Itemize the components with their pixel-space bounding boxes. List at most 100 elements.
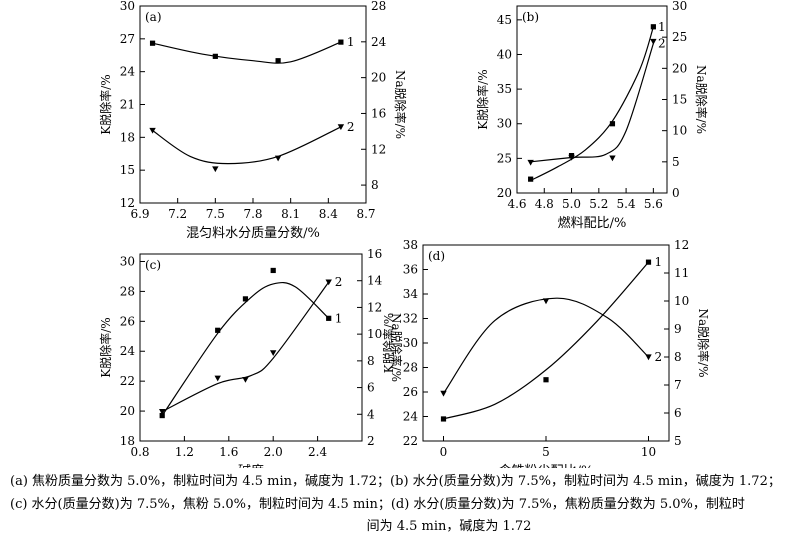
y-left-tick-label: 32 bbox=[403, 312, 418, 326]
y-left-tick-label: 22 bbox=[120, 374, 135, 388]
series-2-point bbox=[212, 166, 219, 173]
chart-panel-2: 4.6 4.8 5.0 5.2 5.4 5.6 20 25 30 35 40 45 0 5 10 15 20 25… bbox=[475, 0, 709, 231]
x-axis-title: 燃料配比/% bbox=[558, 215, 627, 231]
series-2-point bbox=[440, 390, 447, 397]
series-2-curve bbox=[152, 126, 342, 165]
series-1-curve bbox=[530, 26, 654, 182]
y-left-axis-title: K脱除率/% bbox=[98, 74, 113, 134]
y-left-tick-label: 30 bbox=[497, 117, 512, 131]
x-tick-label: 0.8 bbox=[130, 445, 149, 459]
y-left-tick-label: 26 bbox=[403, 385, 418, 399]
x-tick-label: 8.4 bbox=[319, 207, 338, 221]
y-left-tick-label: 38 bbox=[403, 238, 418, 252]
series-2-curve bbox=[443, 297, 649, 394]
series-1-point bbox=[440, 416, 447, 422]
series-1-point bbox=[650, 24, 656, 30]
series-1-label: 1 bbox=[347, 35, 355, 49]
chart-panel-4: 051022242628303234363856789101112(d)含铁粉尘… bbox=[381, 238, 711, 468]
series-2-label: 2 bbox=[335, 275, 343, 289]
y-left-tick-label: 18 bbox=[120, 434, 135, 448]
y-right-tick-label: 12 bbox=[371, 142, 386, 156]
plot-frame bbox=[516, 5, 668, 194]
series-2-curve bbox=[161, 281, 330, 413]
series-1-point bbox=[270, 267, 276, 274]
x-axis-title: 混匀料水分质量分数/% bbox=[186, 226, 320, 241]
y-left-tick-label: 24 bbox=[403, 410, 419, 424]
series-1-point bbox=[275, 58, 281, 64]
plot-frame bbox=[139, 253, 363, 442]
y-right-tick-label: 14 bbox=[367, 274, 383, 288]
y-left-tick-label: 21 bbox=[120, 98, 135, 112]
series-1-curve bbox=[152, 41, 342, 64]
y-right-tick-label: 11 bbox=[674, 266, 689, 280]
series-1-point bbox=[242, 296, 249, 302]
series-2-curve bbox=[530, 43, 654, 163]
chart-panel-3: 0.8 1.2 1.6 2.0 2.41820222426283024681012141… bbox=[98, 247, 404, 468]
series-1-label: 1 bbox=[335, 311, 343, 325]
caption-line-2: (c) 水分(质量分数)为 7.5%，焦粉 5.0%，制粒时间为 4.5 min… bbox=[10, 497, 745, 512]
y-left-tick-label: 27 bbox=[120, 32, 135, 46]
y-right-tick-label: 8 bbox=[367, 354, 375, 368]
x-tick-label: 2.0 bbox=[264, 445, 283, 459]
y-right-tick-label: 7 bbox=[674, 378, 682, 392]
y-right-tick-label: 16 bbox=[371, 106, 386, 120]
series-2-label: 2 bbox=[655, 350, 663, 364]
x-tick-label: 6.9 bbox=[130, 207, 149, 221]
y-right-tick-label: 16 bbox=[367, 247, 382, 261]
x-tick-label: 7.8 bbox=[243, 207, 262, 221]
y-left-tick-label: 34 bbox=[403, 287, 419, 301]
y-right-tick-label: 6 bbox=[367, 381, 375, 395]
series-2-point bbox=[542, 298, 550, 305]
series-1-point bbox=[543, 377, 549, 383]
series-1-point bbox=[215, 327, 221, 333]
series-2-point bbox=[270, 350, 277, 357]
y-right-tick-label: 0 bbox=[672, 186, 680, 200]
series-2-point bbox=[527, 159, 534, 166]
y-right-tick-label: 20 bbox=[371, 71, 386, 85]
series-1-curve bbox=[443, 261, 649, 420]
y-left-tick-label: 26 bbox=[120, 314, 135, 328]
y-right-axis-title: Na脱除率/% bbox=[694, 65, 709, 134]
series-2-point bbox=[149, 127, 156, 134]
series-2-point bbox=[325, 279, 332, 286]
x-tick-label: 2.4 bbox=[308, 445, 327, 459]
series-2-point bbox=[337, 124, 345, 131]
y-right-tick-label: 6 bbox=[674, 406, 682, 420]
panel-label: (b) bbox=[522, 10, 539, 24]
plot-frame bbox=[139, 5, 367, 204]
series-2-point bbox=[242, 376, 249, 383]
y-left-axis-title: K脱除率/% bbox=[475, 69, 490, 129]
series-2-point bbox=[214, 375, 221, 382]
y-left-axis-title: K脱除率/% bbox=[381, 313, 396, 373]
y-left-tick-label: 45 bbox=[497, 13, 512, 27]
y-left-tick-label: 30 bbox=[403, 336, 418, 350]
series-1-point bbox=[159, 412, 165, 419]
y-right-tick-label: 15 bbox=[672, 93, 687, 107]
series-2-point bbox=[650, 38, 657, 45]
plot-frame bbox=[422, 244, 670, 442]
x-tick-label: 1.2 bbox=[175, 445, 194, 459]
x-tick-label: 5.6 bbox=[644, 197, 663, 211]
y-left-axis-title: K脱除率/% bbox=[98, 317, 113, 377]
y-left-tick-label: 22 bbox=[403, 434, 418, 448]
caption-line-3: 间为 4.5 min，碱度为 1.72 bbox=[366, 519, 532, 534]
y-left-tick-label: 30 bbox=[120, 0, 135, 13]
y-right-tick-label: 5 bbox=[674, 434, 682, 448]
y-left-tick-label: 18 bbox=[120, 130, 135, 144]
series-1-label: 1 bbox=[655, 255, 663, 269]
y-right-axis-title: Na脱除率/% bbox=[389, 313, 404, 382]
y-left-tick-label: 12 bbox=[120, 196, 135, 210]
series-1-point bbox=[212, 53, 218, 59]
x-tick-label: 7.2 bbox=[168, 207, 187, 221]
x-tick-label: 5.4 bbox=[617, 197, 636, 211]
series-2-point bbox=[568, 154, 575, 161]
x-tick-label: 5 bbox=[542, 445, 550, 459]
series-2-point bbox=[159, 409, 166, 415]
figure: 6.9 7.2 7.5 7.8 8.1 8.4 8.71215182124273081216… bbox=[98, 0, 711, 468]
y-left-tick-label: 25 bbox=[497, 151, 512, 165]
y-right-tick-label: 8 bbox=[674, 350, 682, 364]
y-right-tick-label: 12 bbox=[367, 300, 382, 314]
x-tick-label: 10 bbox=[641, 445, 656, 459]
y-right-tick-label: 10 bbox=[674, 294, 689, 308]
panel-label: (d) bbox=[428, 249, 445, 263]
